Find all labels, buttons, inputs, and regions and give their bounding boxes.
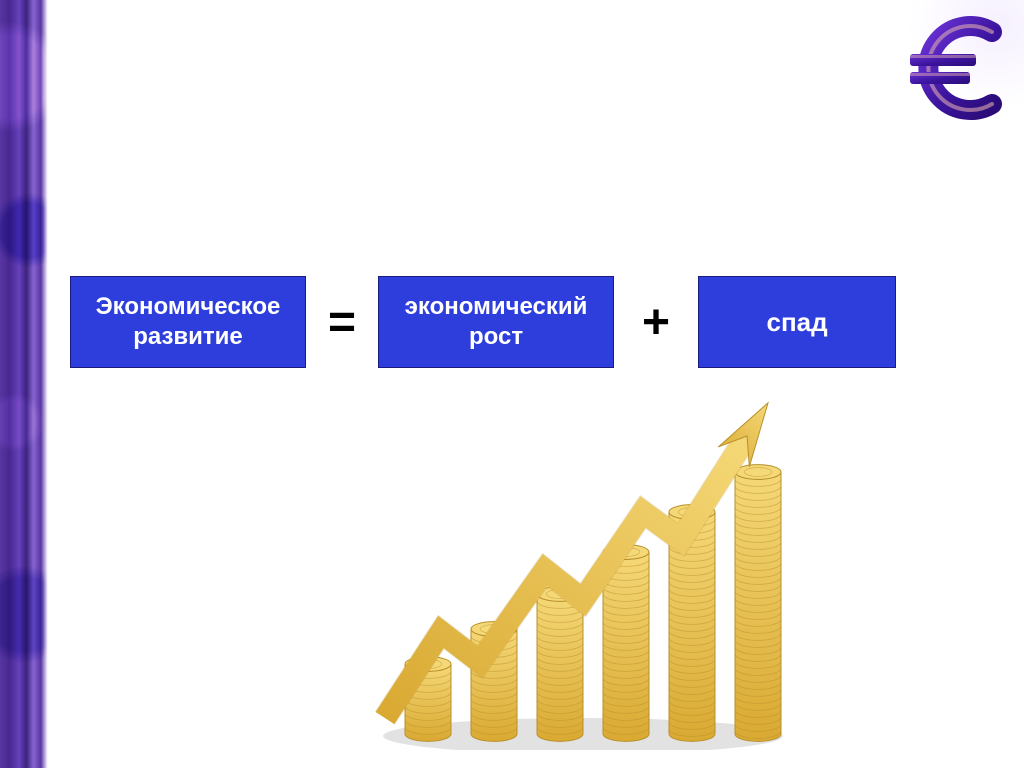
left-decorative-border xyxy=(0,0,48,768)
euro-corner-decoration xyxy=(844,0,1024,170)
euro-icon xyxy=(896,8,1016,128)
equation-row: Экономическое развитие = экономический р… xyxy=(70,276,1000,368)
box1-line1: Экономическое xyxy=(96,292,281,322)
slide-canvas: Экономическое развитие = экономический р… xyxy=(0,0,1024,768)
box3-label: спад xyxy=(766,306,827,339)
box-economic-growth: экономический рост xyxy=(378,276,614,368)
box-decline: спад xyxy=(698,276,896,368)
box2-line2: рост xyxy=(405,322,588,352)
coins-growth-chart xyxy=(365,400,801,750)
operator-equals: = xyxy=(328,295,356,350)
box-economic-development: Экономическое развитие xyxy=(70,276,306,368)
operator-plus: + xyxy=(642,295,670,350)
box2-line1: экономический xyxy=(405,292,588,322)
box1-line2: развитие xyxy=(96,322,281,352)
